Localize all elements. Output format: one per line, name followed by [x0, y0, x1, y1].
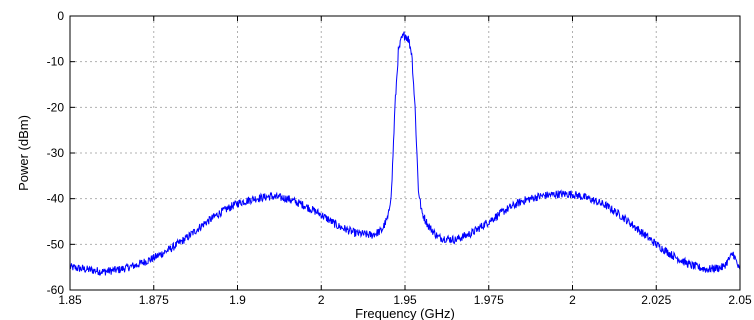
y-axis-label: Power (dBm): [16, 115, 31, 191]
y-tick-label: -50: [47, 237, 65, 251]
x-tick-label: 2.05: [728, 293, 752, 307]
y-tick-label: -20: [47, 100, 65, 114]
y-tick-label: -10: [47, 55, 65, 69]
x-tick-label: 1.85: [58, 293, 82, 307]
y-tick-label: 0: [57, 9, 64, 23]
y-tick-label: -60: [47, 283, 65, 297]
x-tick-label: 2: [569, 293, 576, 307]
x-tick-label: 1.95: [393, 293, 417, 307]
x-tick-label: 1.975: [474, 293, 504, 307]
series-line: [69, 31, 741, 277]
x-tick-label: 2.025: [641, 293, 671, 307]
grid: [70, 16, 740, 290]
y-tick-label: -40: [47, 192, 65, 206]
series-layer: [69, 31, 741, 277]
y-tick-label: -30: [47, 146, 65, 160]
x-tick-label: 1.9: [229, 293, 246, 307]
x-tick-label: 1.875: [139, 293, 169, 307]
y-axis: 0 -10 -20 -30 -40 -50 -60: [47, 9, 740, 297]
x-axis-label: Frequency (GHz): [355, 306, 455, 320]
x-tick-label: 2: [318, 293, 325, 307]
x-axis: 1.85 1.875 1.9 2 1.95 1.975 2 2.025 2.05: [58, 16, 752, 307]
